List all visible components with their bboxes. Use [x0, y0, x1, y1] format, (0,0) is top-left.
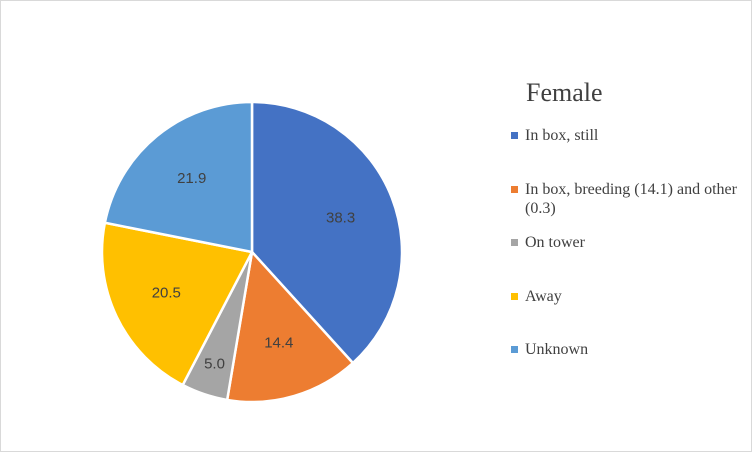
legend-item-on-tower: On tower [511, 233, 751, 252]
data-label-unknown: 21.9 [177, 170, 206, 187]
legend-swatch [511, 293, 518, 300]
legend-item-in-box-breeding: In box, breeding (14.1) and other (0.3) [511, 180, 751, 218]
legend-label: Unknown [525, 341, 589, 358]
legend-label: In box, still [525, 127, 599, 144]
data-label-on-tower: 5.0 [204, 355, 225, 372]
pie-slice-unknown [103, 100, 254, 254]
legend-swatch [511, 346, 518, 353]
data-label-in-box-breeding: 14.4 [264, 335, 293, 352]
data-label-in-box-still: 38.3 [326, 209, 355, 226]
legend-label: In box, breeding (14.1) and other (0.3) [525, 181, 737, 217]
legend-item-away: Away [511, 287, 751, 306]
legend-label: On tower [525, 234, 585, 251]
legend-swatch [511, 186, 518, 193]
legend-item-in-box-still: In box, still [511, 126, 751, 145]
legend-swatch [511, 132, 518, 139]
pie-slice-in-box-breeding [225, 250, 355, 404]
legend-item-unknown: Unknown [511, 340, 751, 359]
data-label-away: 20.5 [152, 285, 181, 302]
chart-title: Female [526, 78, 603, 107]
legend-label: Away [525, 288, 562, 305]
legend-swatch [511, 239, 518, 246]
pie-slice-away [100, 221, 254, 387]
pie-slice-in-box-still [250, 100, 404, 365]
